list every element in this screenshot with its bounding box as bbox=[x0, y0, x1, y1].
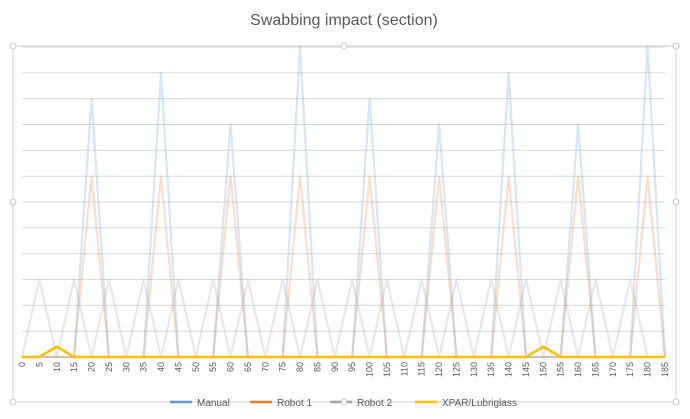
x-tick-label: 125 bbox=[451, 362, 461, 377]
x-tick-label: 70 bbox=[260, 362, 270, 372]
x-tick-label: 155 bbox=[556, 362, 566, 377]
x-tick-label: 30 bbox=[121, 362, 131, 372]
resize-handle[interactable] bbox=[9, 198, 17, 206]
x-tick-label: 80 bbox=[295, 362, 305, 372]
x-tick-label: 10 bbox=[52, 362, 62, 372]
x-tick-label: 5 bbox=[34, 362, 44, 367]
resize-handle[interactable] bbox=[672, 398, 680, 406]
x-tick-label: 65 bbox=[243, 362, 253, 372]
x-tick-label: 145 bbox=[521, 362, 531, 377]
x-tick-label: 160 bbox=[573, 362, 583, 377]
x-tick-label: 15 bbox=[69, 362, 79, 372]
x-tick-label: 150 bbox=[538, 362, 548, 377]
x-tick-label: 90 bbox=[330, 362, 340, 372]
x-tick-label: 105 bbox=[382, 362, 392, 377]
x-tick-label: 120 bbox=[434, 362, 444, 377]
legend-label: XPAR/Lubriglass bbox=[442, 398, 517, 409]
series-line-4 bbox=[22, 345, 665, 359]
x-tick-label: 185 bbox=[660, 362, 670, 377]
x-tick-label: 115 bbox=[417, 362, 427, 376]
series-lines bbox=[20, 45, 667, 359]
x-tick-label: 130 bbox=[469, 362, 479, 377]
legend-label: Manual bbox=[197, 398, 230, 409]
resize-handle[interactable] bbox=[340, 398, 348, 406]
x-tick-label: 175 bbox=[625, 362, 635, 377]
resize-handle[interactable] bbox=[672, 198, 680, 206]
x-tick-label: 35 bbox=[139, 362, 149, 372]
x-tick-label: 100 bbox=[365, 362, 375, 377]
resize-handle[interactable] bbox=[672, 42, 680, 50]
legend-label: Robot 2 bbox=[357, 398, 392, 409]
x-tick-label: 95 bbox=[347, 362, 357, 372]
resize-handle[interactable] bbox=[9, 398, 17, 406]
x-tick-label: 55 bbox=[208, 362, 218, 372]
x-tick-label: 75 bbox=[278, 362, 288, 372]
x-tick-label: 85 bbox=[312, 362, 322, 372]
series-line-3 bbox=[20, 278, 665, 359]
x-tick-label: 25 bbox=[104, 362, 114, 372]
x-tick-label: 165 bbox=[590, 362, 600, 377]
x-tick-label: 40 bbox=[156, 362, 166, 372]
x-tick-label: 110 bbox=[399, 362, 409, 376]
legend-label: Robot 1 bbox=[277, 398, 312, 409]
resize-handle[interactable] bbox=[9, 42, 17, 50]
chart-title: Swabbing impact (section) bbox=[250, 12, 438, 29]
resize-handle[interactable] bbox=[340, 42, 348, 50]
x-tick-label: 0 bbox=[17, 362, 27, 367]
x-tick-label: 180 bbox=[643, 362, 653, 377]
selection-handles[interactable] bbox=[9, 42, 680, 406]
x-tick-label: 50 bbox=[191, 362, 201, 372]
x-tick-label: 170 bbox=[608, 362, 618, 377]
x-tick-label: 135 bbox=[486, 362, 496, 377]
x-tick-label: 60 bbox=[226, 362, 236, 372]
x-tick-label: 20 bbox=[87, 362, 97, 372]
x-tick-label: 140 bbox=[504, 362, 514, 377]
x-tick-label: 45 bbox=[173, 362, 183, 372]
x-axis-ticks: 0 5 10 15 20 25 30 35 40 45 50 55 60 65 70 75 80 85 90 95 10… bbox=[17, 362, 670, 377]
series-line-2 bbox=[22, 175, 667, 359]
